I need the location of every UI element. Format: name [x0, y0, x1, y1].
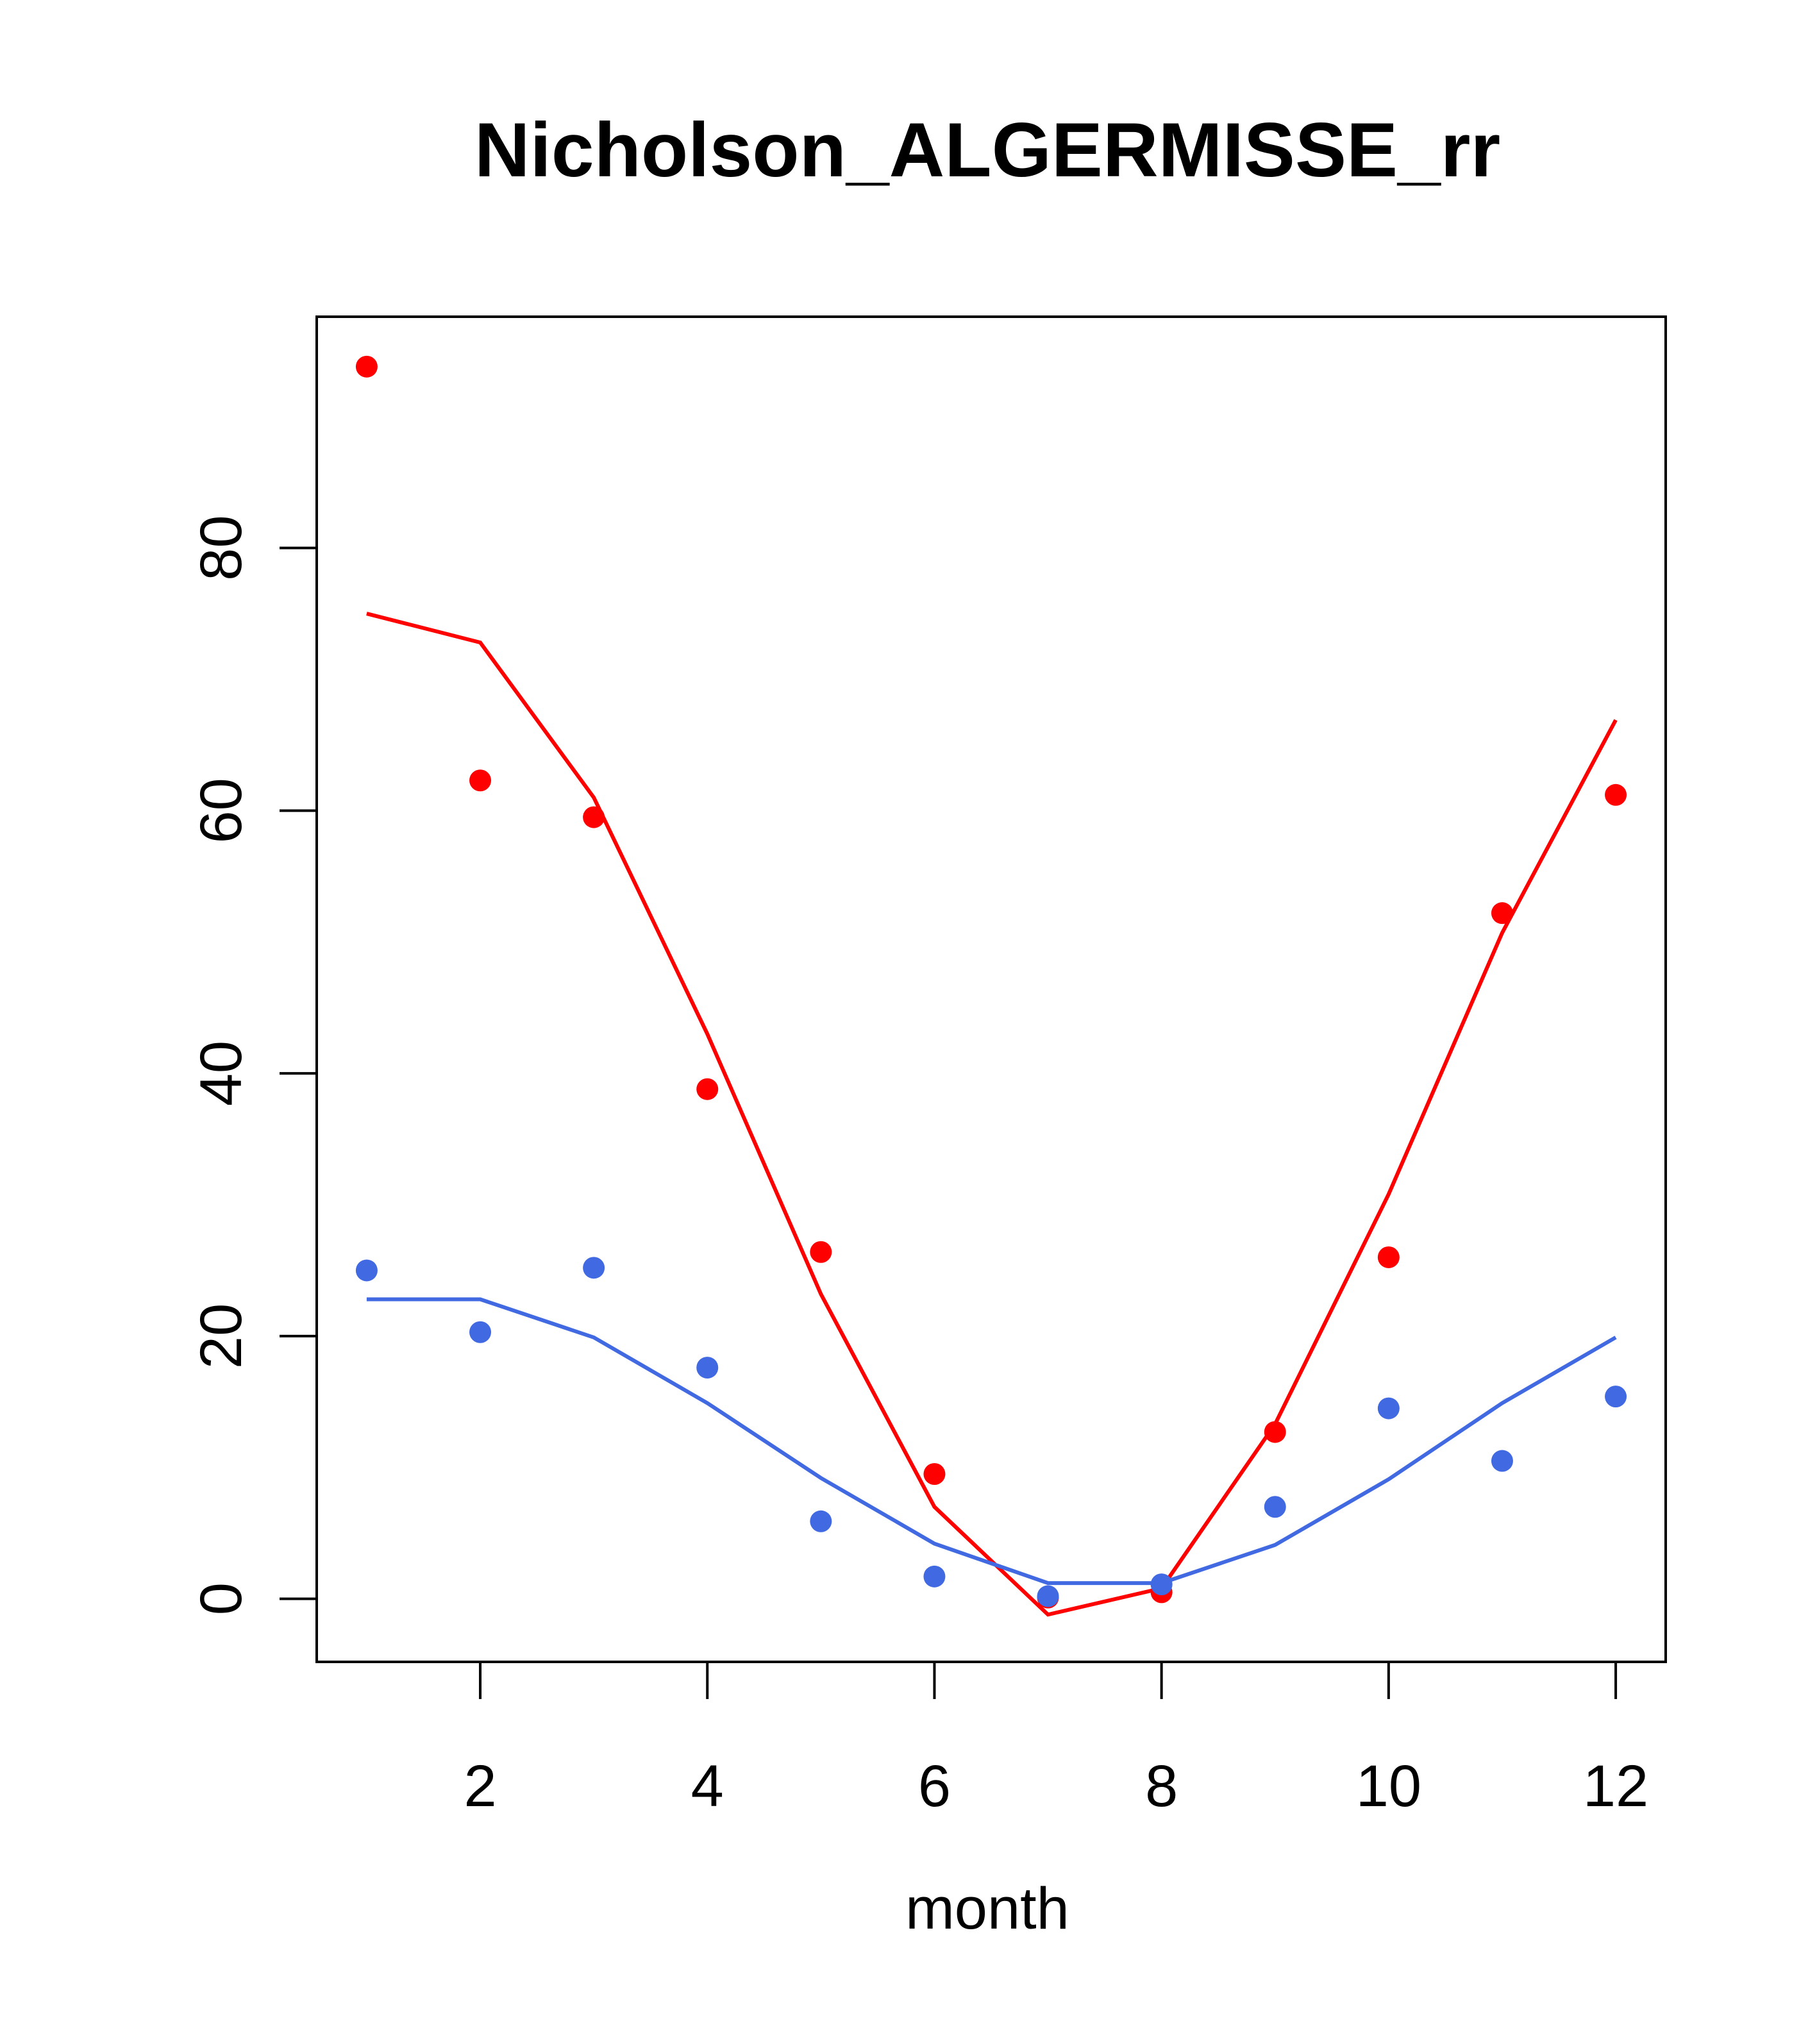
- blue-data-point: [1037, 1585, 1059, 1607]
- blue-data-point: [355, 1259, 378, 1282]
- blue-data-point: [1264, 1496, 1286, 1518]
- red-data-point: [1377, 1246, 1400, 1268]
- red-series-line: [366, 612, 1618, 1617]
- plot-frame: [315, 315, 1667, 1663]
- blue-data-point: [583, 1257, 605, 1279]
- blue-data-point: [1377, 1397, 1400, 1420]
- y-tick-label: 40: [188, 1041, 254, 1106]
- red-data-point: [355, 355, 378, 378]
- red-data-point: [810, 1241, 832, 1263]
- blue-data-point: [923, 1565, 946, 1587]
- x-tick-label: 2: [464, 1754, 496, 1819]
- red-data-point: [1491, 902, 1513, 925]
- red-data-point: [583, 806, 605, 828]
- x-tick-label: 8: [1145, 1754, 1178, 1819]
- y-tick-label: 20: [188, 1303, 254, 1369]
- blue-data-point: [810, 1510, 832, 1532]
- blue-data-point: [1605, 1386, 1627, 1408]
- y-tick-label: 80: [188, 515, 254, 580]
- blue-series-line: [366, 1297, 1617, 1586]
- blue-data-point: [1491, 1450, 1513, 1472]
- red-data-point: [1605, 783, 1627, 806]
- blue-data-point: [696, 1357, 719, 1379]
- x-tick-label: 4: [691, 1754, 724, 1819]
- red-data-point: [469, 769, 492, 792]
- blue-data-point: [1150, 1573, 1173, 1596]
- chart-title: Nicholson_ALGERMISSE_rr: [474, 107, 1501, 193]
- axes: 2 4 6 8 10 12 0 20 40 60 80: [188, 515, 1648, 1819]
- y-tick-label: 0: [188, 1582, 254, 1615]
- x-axis-label: month: [905, 1876, 1069, 1941]
- red-data-point: [696, 1078, 719, 1100]
- red-data-point: [1264, 1421, 1286, 1443]
- x-tick-label: 12: [1583, 1754, 1648, 1819]
- blue-data-point: [469, 1321, 492, 1343]
- series-points: [355, 355, 1627, 1609]
- red-data-point: [923, 1463, 946, 1486]
- y-tick-label: 60: [188, 778, 254, 843]
- x-tick-label: 10: [1356, 1754, 1421, 1819]
- series-lines: [366, 612, 1618, 1617]
- x-tick-label: 6: [918, 1754, 951, 1819]
